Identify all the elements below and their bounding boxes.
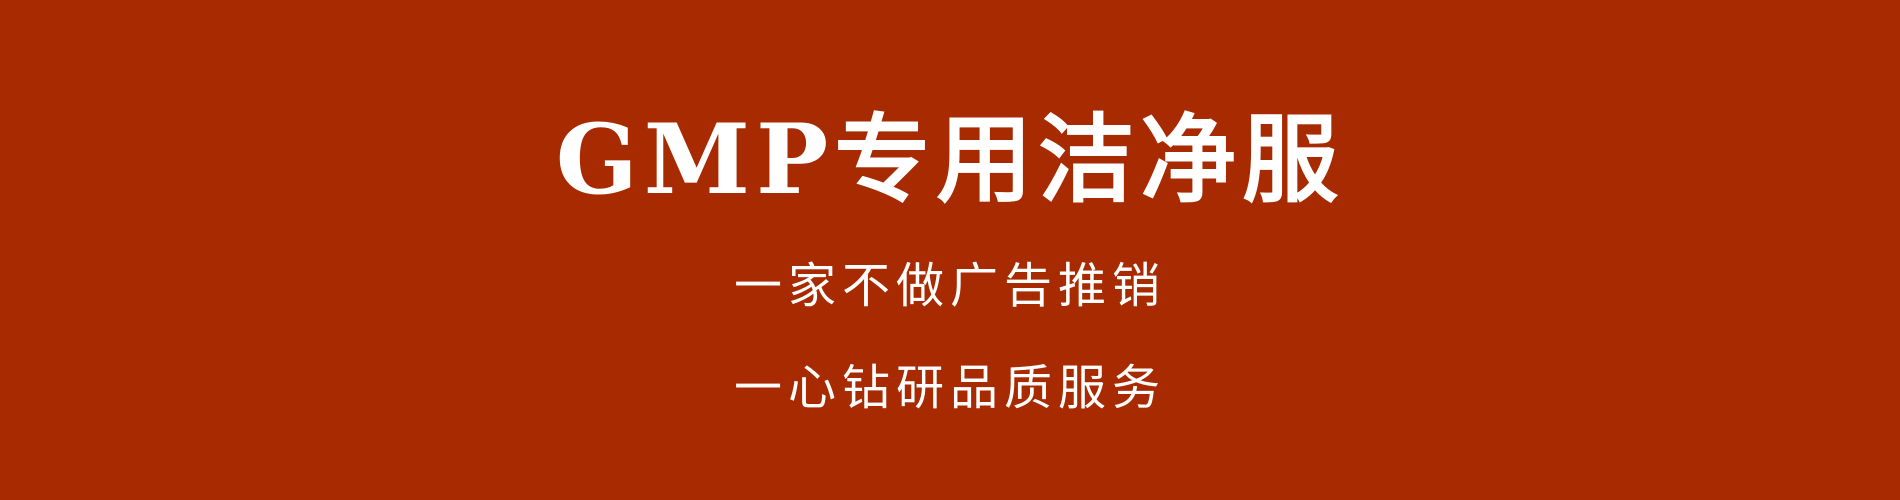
banner-slogan-line-1: 一家不做广告推销: [733, 258, 1166, 314]
banner-title: GMP专用洁净服: [555, 103, 1345, 216]
banner-slogan-line-2: 一心钻研品质服务: [733, 360, 1166, 416]
